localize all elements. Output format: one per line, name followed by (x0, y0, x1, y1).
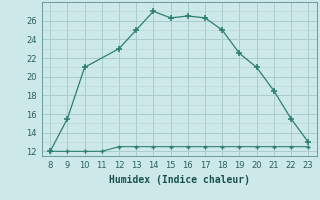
X-axis label: Humidex (Indice chaleur): Humidex (Indice chaleur) (109, 175, 250, 185)
